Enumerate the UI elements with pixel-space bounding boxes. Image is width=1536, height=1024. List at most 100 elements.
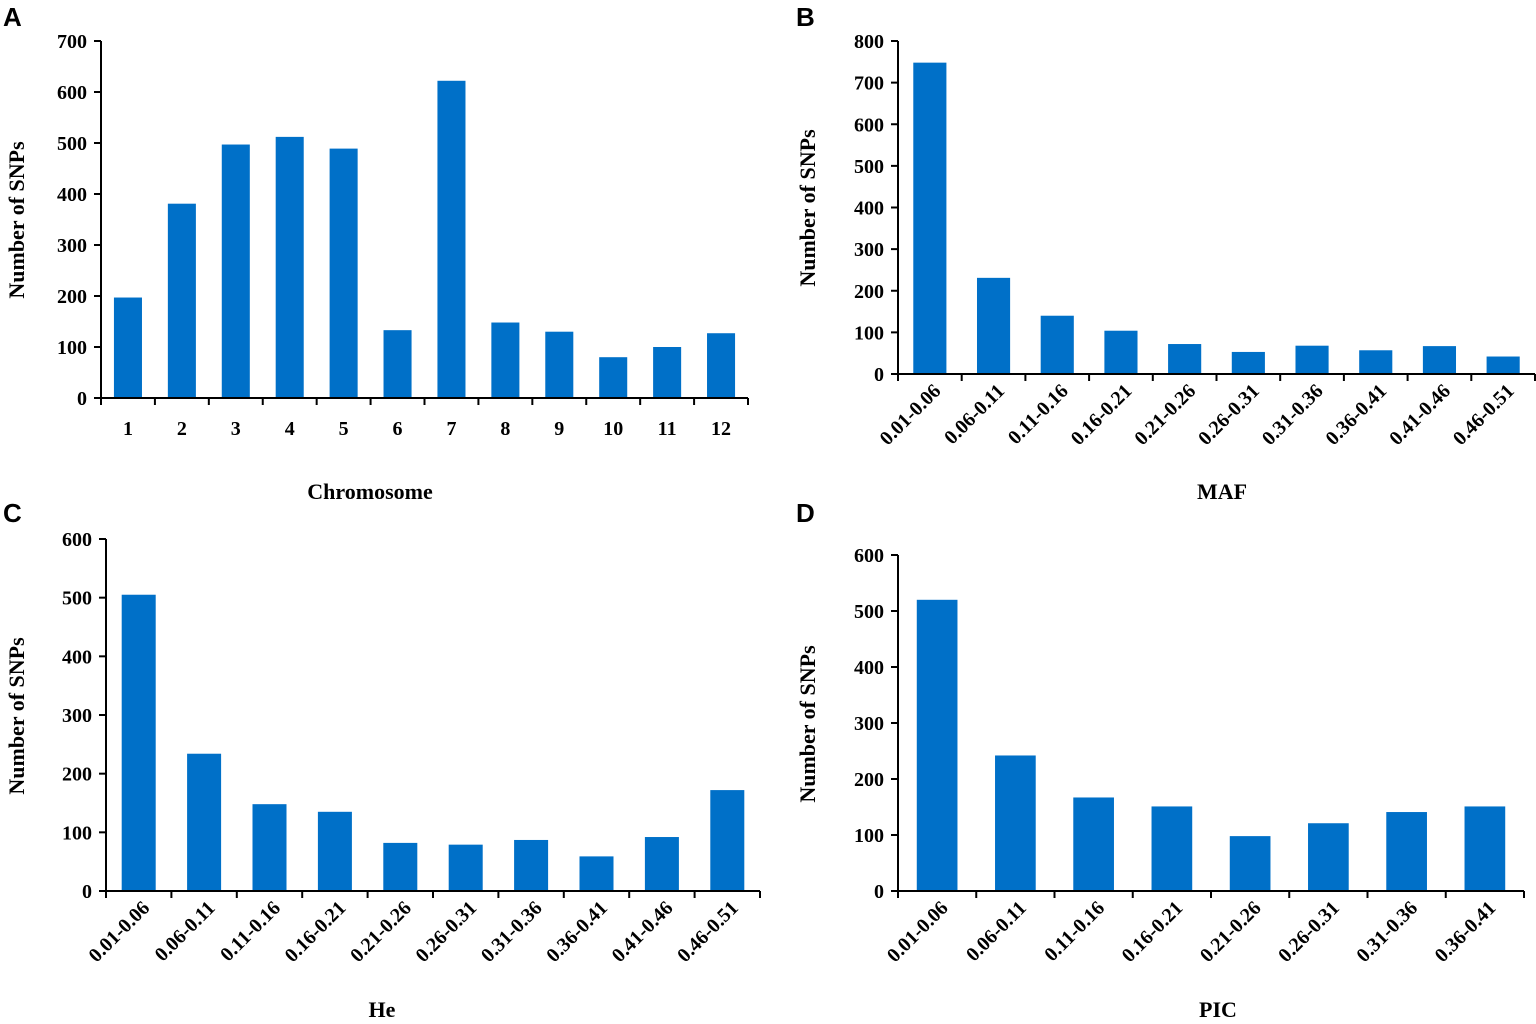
- y-tick-label: 100: [854, 322, 884, 344]
- bar-a-1: [113, 297, 142, 398]
- y-axis-title: Number of SNPs: [795, 129, 820, 287]
- bar-c-10: [710, 790, 745, 891]
- x-tick-label: 11: [658, 418, 677, 440]
- x-tick-label: 0.46-0.51: [1449, 380, 1519, 450]
- bar-c-9: [644, 837, 679, 891]
- bar-b-7: [1295, 345, 1329, 374]
- y-tick-label: 700: [854, 73, 884, 95]
- y-tick-label: 300: [854, 713, 884, 735]
- x-tick-label: 3: [231, 418, 241, 440]
- bar-d-1: [916, 599, 958, 891]
- y-tick-label: 600: [62, 529, 92, 551]
- y-axis-title: Number of SNPs: [795, 645, 820, 803]
- bar-b-5: [1168, 344, 1202, 374]
- x-tick-label: 0.01-0.06: [876, 380, 946, 450]
- x-tick-label: 0.26-0.31: [1194, 380, 1264, 450]
- x-tick-label: 0.36-0.41: [1431, 897, 1501, 967]
- bar-c-6: [448, 844, 483, 891]
- bar-b-9: [1422, 346, 1457, 374]
- x-tick-label: 12: [711, 418, 731, 440]
- y-tick-label: 0: [874, 881, 884, 903]
- x-tick-label: 0.36-0.41: [542, 897, 612, 967]
- y-tick-label: 600: [57, 82, 87, 104]
- bar-b-6: [1231, 351, 1265, 374]
- bar-c-7: [514, 839, 549, 891]
- bar-a-8: [491, 322, 520, 398]
- y-tick-label: 100: [854, 825, 884, 847]
- y-tick-label: 300: [62, 705, 92, 727]
- bar-a-5: [329, 148, 358, 398]
- x-axis-title: PIC: [1199, 997, 1237, 1022]
- x-tick-label: 0.21-0.26: [346, 897, 416, 967]
- bar-c-8: [579, 856, 614, 891]
- x-tick-label: 0.06-0.11: [940, 380, 1009, 449]
- x-tick-label: 0.11-0.16: [1004, 380, 1073, 449]
- bar-a-12: [707, 333, 736, 398]
- panel-letter-a: A: [3, 2, 22, 32]
- x-tick-label: 0.36-0.41: [1322, 380, 1392, 450]
- bar-a-2: [167, 203, 196, 398]
- y-tick-label: 100: [57, 337, 87, 359]
- y-tick-label: 200: [854, 769, 884, 791]
- bar-c-4: [317, 811, 352, 891]
- y-tick-label: 600: [854, 114, 884, 136]
- panel-letter-b: B: [796, 2, 815, 32]
- y-tick-label: 700: [57, 31, 87, 53]
- y-tick-label: 100: [62, 822, 92, 844]
- x-tick-label: 0.31-0.36: [1352, 897, 1422, 967]
- x-tick-label: 0.46-0.51: [673, 897, 743, 967]
- bar-d-4: [1151, 806, 1193, 891]
- bar-b-1: [913, 62, 947, 375]
- bar-b-8: [1359, 350, 1393, 374]
- x-tick-label: 2: [177, 418, 187, 440]
- x-tick-label: 0.01-0.06: [883, 897, 953, 967]
- bar-c-5: [383, 842, 418, 891]
- x-tick-label: 7: [446, 418, 456, 440]
- y-tick-label: 300: [854, 239, 884, 261]
- x-axis-title: He: [369, 997, 396, 1022]
- y-tick-label: 500: [57, 133, 87, 155]
- panel-letter-d: D: [796, 498, 815, 528]
- bar-b-2: [976, 277, 1011, 374]
- x-tick-label: 1: [123, 418, 133, 440]
- bar-d-6: [1308, 823, 1349, 891]
- x-tick-label: 0.06-0.11: [962, 897, 1031, 966]
- x-tick-label: 5: [339, 418, 349, 440]
- x-tick-label: 10: [603, 418, 623, 440]
- x-tick-label: 6: [393, 418, 403, 440]
- x-tick-label: 0.11-0.16: [1040, 897, 1109, 966]
- y-tick-label: 500: [854, 601, 884, 623]
- x-tick-label: 0.01-0.06: [84, 897, 154, 967]
- bar-d-3: [1073, 797, 1114, 891]
- y-tick-label: 400: [57, 184, 87, 206]
- x-tick-label: 8: [500, 418, 510, 440]
- x-tick-label: 0.21-0.26: [1130, 380, 1200, 450]
- y-tick-label: 0: [874, 364, 884, 386]
- x-axis-title: MAF: [1197, 479, 1247, 504]
- bar-d-2: [995, 755, 1036, 891]
- x-tick-label: 0.31-0.36: [1258, 380, 1328, 450]
- y-tick-label: 400: [854, 198, 884, 220]
- bar-a-3: [221, 144, 250, 398]
- y-tick-label: 300: [57, 235, 87, 257]
- x-tick-label: 0.41-0.46: [1385, 380, 1455, 450]
- panel-b: B 0 100 200 300 400 500 600 700 800 0.01-0.060.06-…: [795, 2, 1536, 504]
- y-tick-label: 500: [854, 156, 884, 178]
- bar-b-4: [1104, 330, 1138, 374]
- bar-a-9: [545, 331, 574, 398]
- y-tick-label: 200: [62, 764, 92, 786]
- bar-a-6: [383, 330, 412, 398]
- bar-a-4: [275, 136, 304, 398]
- x-axis-title: Chromosome: [307, 479, 433, 504]
- y-tick-label: 0: [82, 881, 92, 903]
- y-tick-label: 200: [57, 286, 87, 308]
- y-tick-label: 800: [854, 31, 884, 53]
- y-tick-label: 600: [854, 545, 884, 567]
- bar-a-7: [437, 80, 466, 398]
- bar-c-2: [187, 753, 222, 891]
- panel-c: C01002003004005006000.01-0.060.06-0.110.…: [3, 498, 761, 1022]
- bar-a-11: [653, 347, 682, 398]
- x-tick-label: 0.26-0.31: [1274, 897, 1344, 967]
